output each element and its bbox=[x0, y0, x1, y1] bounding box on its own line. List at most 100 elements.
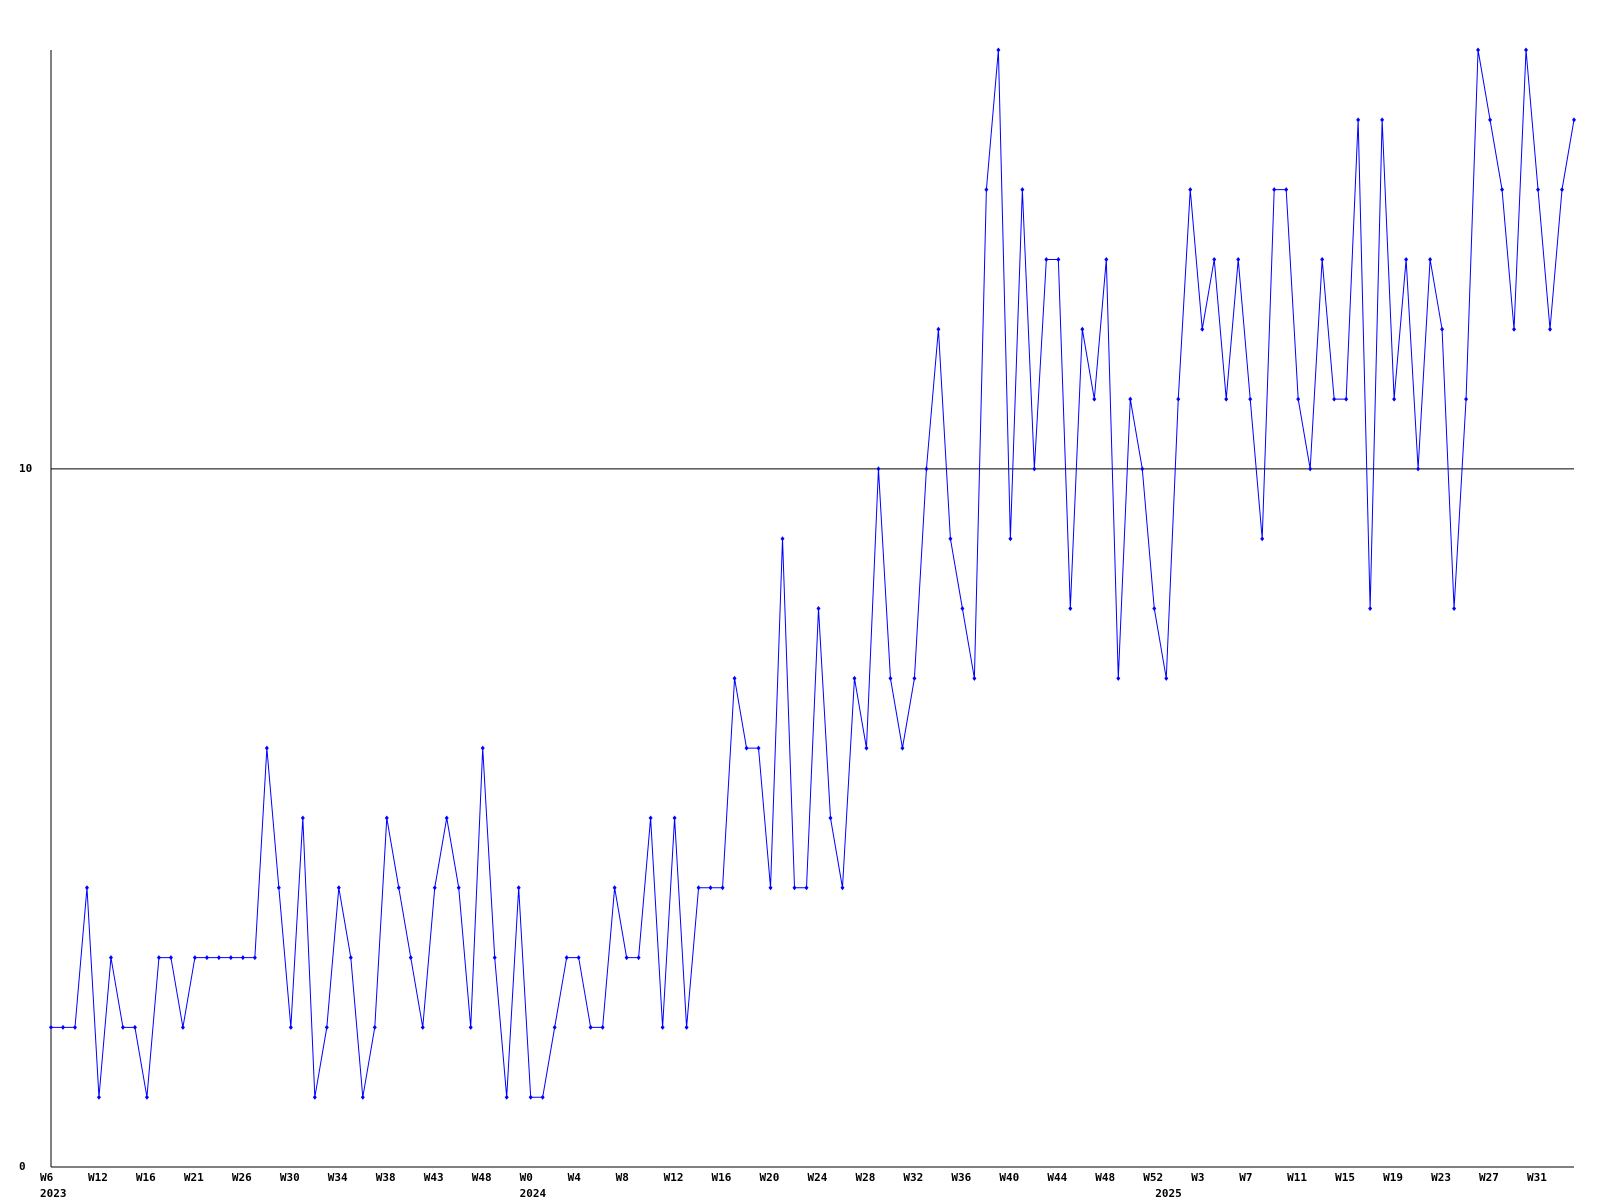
data-point bbox=[804, 885, 809, 891]
x-tick-label: W12 bbox=[88, 1171, 108, 1184]
data-point bbox=[240, 955, 245, 961]
x-tick-label: W0 bbox=[520, 1171, 533, 1184]
data-point bbox=[300, 815, 305, 821]
x-tick-label: W32 bbox=[903, 1171, 923, 1184]
data-point bbox=[49, 1024, 53, 1030]
data-point bbox=[1044, 256, 1049, 262]
x-tick-label: W15 bbox=[1335, 1171, 1355, 1184]
data-point bbox=[1428, 256, 1433, 262]
data-point bbox=[1284, 187, 1289, 193]
data-point bbox=[684, 1024, 689, 1030]
x-tick-label: W12 bbox=[664, 1171, 684, 1184]
data-point bbox=[1524, 47, 1529, 53]
data-point bbox=[1404, 256, 1409, 262]
data-point bbox=[984, 187, 989, 193]
data-point bbox=[444, 815, 449, 821]
data-point bbox=[1188, 187, 1193, 193]
data-point bbox=[1260, 536, 1265, 542]
data-point bbox=[1488, 117, 1493, 123]
data-point bbox=[1440, 326, 1445, 332]
y-tick-label: 10 bbox=[19, 462, 32, 475]
data-point bbox=[1056, 256, 1061, 262]
data-point bbox=[744, 745, 749, 751]
x-tick-label: W11 bbox=[1287, 1171, 1307, 1184]
data-point bbox=[1068, 606, 1073, 611]
data-point bbox=[600, 1024, 605, 1030]
x-tick-label: W8 bbox=[616, 1171, 629, 1184]
x-tick-label: W6 bbox=[40, 1171, 54, 1184]
data-point bbox=[144, 1094, 149, 1100]
data-point bbox=[372, 1024, 377, 1030]
data-point bbox=[876, 466, 881, 472]
x-tick-label: W4 bbox=[568, 1171, 582, 1184]
data-point bbox=[912, 675, 917, 681]
data-point bbox=[660, 1024, 665, 1030]
data-point bbox=[168, 955, 173, 961]
data-point bbox=[1308, 466, 1313, 472]
x-tick-label: W34 bbox=[328, 1171, 348, 1184]
x-year-label: 2025 bbox=[1155, 1187, 1182, 1200]
data-point bbox=[132, 1024, 137, 1030]
data-point bbox=[708, 885, 713, 891]
data-point bbox=[816, 606, 821, 611]
data-point bbox=[960, 606, 965, 611]
data-point bbox=[480, 745, 485, 751]
data-point bbox=[1020, 187, 1025, 193]
data-point bbox=[1548, 326, 1553, 332]
data-point bbox=[1560, 187, 1565, 193]
data-point bbox=[528, 1094, 533, 1100]
data-point bbox=[1476, 47, 1481, 53]
x-tick-label: W31 bbox=[1527, 1171, 1547, 1184]
data-point bbox=[696, 885, 701, 891]
data-point bbox=[276, 885, 281, 891]
data-point bbox=[1092, 396, 1097, 402]
data-point bbox=[1332, 396, 1337, 402]
x-tick-label: W48 bbox=[472, 1171, 492, 1184]
data-point bbox=[288, 1024, 293, 1030]
data-point bbox=[996, 47, 1001, 53]
data-point bbox=[648, 815, 653, 821]
data-point bbox=[1572, 117, 1576, 123]
data-point bbox=[192, 955, 197, 961]
data-point bbox=[408, 955, 413, 961]
x-tick-label: W7 bbox=[1239, 1171, 1252, 1184]
data-point bbox=[336, 885, 341, 891]
x-tick-label: W30 bbox=[280, 1171, 300, 1184]
data-point bbox=[324, 1024, 329, 1030]
data-point bbox=[72, 1024, 77, 1030]
data-point bbox=[1140, 466, 1145, 472]
data-point bbox=[756, 745, 761, 751]
data-point bbox=[924, 466, 929, 472]
x-tick-label: W16 bbox=[712, 1171, 732, 1184]
x-tick-label: W23 bbox=[1431, 1171, 1451, 1184]
data-point bbox=[1212, 256, 1217, 262]
data-point bbox=[396, 885, 401, 891]
data-point bbox=[468, 1024, 473, 1030]
data-point bbox=[852, 675, 857, 681]
data-point bbox=[1080, 326, 1085, 332]
data-point bbox=[1272, 187, 1277, 193]
x-tick-label: W20 bbox=[760, 1171, 780, 1184]
data-point bbox=[1536, 187, 1541, 193]
data-point bbox=[636, 955, 641, 961]
x-tick-label: W21 bbox=[184, 1171, 204, 1184]
data-point bbox=[792, 885, 797, 891]
data-point bbox=[360, 1094, 365, 1100]
data-point bbox=[1356, 117, 1361, 123]
data-point bbox=[264, 745, 269, 751]
x-year-label: 2023 bbox=[40, 1187, 67, 1200]
data-point bbox=[900, 745, 905, 751]
data-point bbox=[624, 955, 629, 961]
data-point bbox=[1296, 396, 1301, 402]
x-tick-label: W3 bbox=[1191, 1171, 1204, 1184]
data-point bbox=[1320, 256, 1325, 262]
x-tick-label: W24 bbox=[807, 1171, 827, 1184]
data-point bbox=[384, 815, 389, 821]
data-point bbox=[1236, 256, 1241, 262]
data-point bbox=[1116, 675, 1121, 681]
x-tick-label: W28 bbox=[855, 1171, 875, 1184]
data-point bbox=[432, 885, 437, 891]
data-point bbox=[1104, 256, 1109, 262]
data-line bbox=[51, 49, 1575, 1098]
